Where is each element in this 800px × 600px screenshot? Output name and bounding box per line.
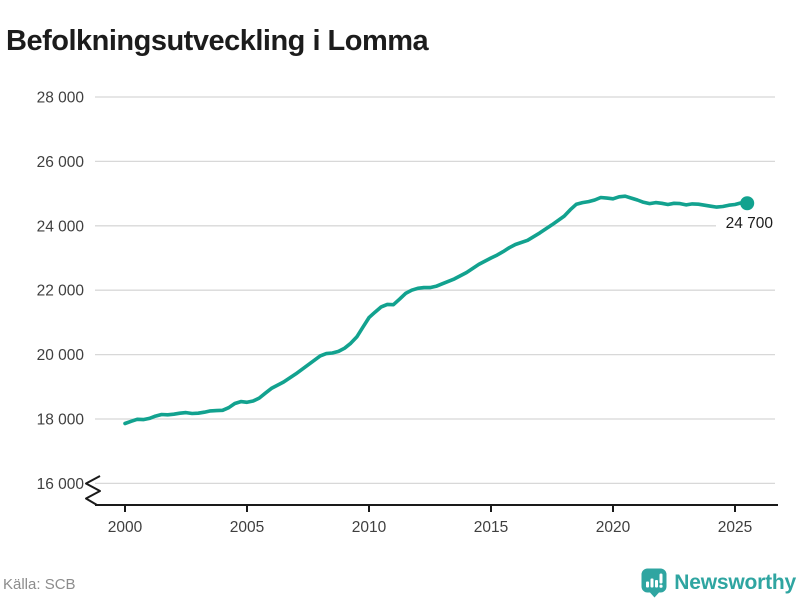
x-tick-label-2015: 2015 — [474, 519, 508, 536]
x-tick-label-2025: 2025 — [718, 519, 752, 536]
end-value-annotation: 24 700 — [726, 215, 774, 232]
x-tick-label-2020: 2020 — [596, 519, 631, 536]
page-title: Befolkningsutveckling i Lomma — [6, 25, 429, 58]
y-tick-label-20000: 20 000 — [37, 347, 85, 364]
x-tick-label-2010: 2010 — [352, 519, 387, 536]
y-tick-label-16000: 16 000 — [37, 476, 85, 493]
population-line — [123, 194, 749, 426]
end-annotation-halo — [716, 213, 776, 232]
source-credit: Källa: SCB — [3, 576, 76, 593]
y-tick-label-22000: 22 000 — [37, 283, 85, 300]
series-end-dot — [740, 196, 755, 211]
x-tick-label-2005: 2005 — [230, 519, 264, 536]
newsworthy-logo[interactable]: Newsworthy — [641, 567, 796, 599]
y-tick-label-18000: 18 000 — [37, 412, 85, 429]
newsworthy-wordmark: Newsworthy — [674, 571, 796, 594]
axis-break-marker — [85, 475, 101, 506]
y-tick-label-28000: 28 000 — [37, 90, 85, 107]
population-line-chart: 28 000 26 000 24 000 22 000 20 000 18 000 16 0… — [37, 90, 778, 536]
newsworthy-chart-bubble-icon — [641, 568, 667, 598]
x-tick-label-2000: 2000 — [108, 519, 143, 536]
y-tick-label-26000: 26 000 — [37, 154, 85, 171]
y-tick-label-24000: 24 000 — [37, 218, 85, 235]
